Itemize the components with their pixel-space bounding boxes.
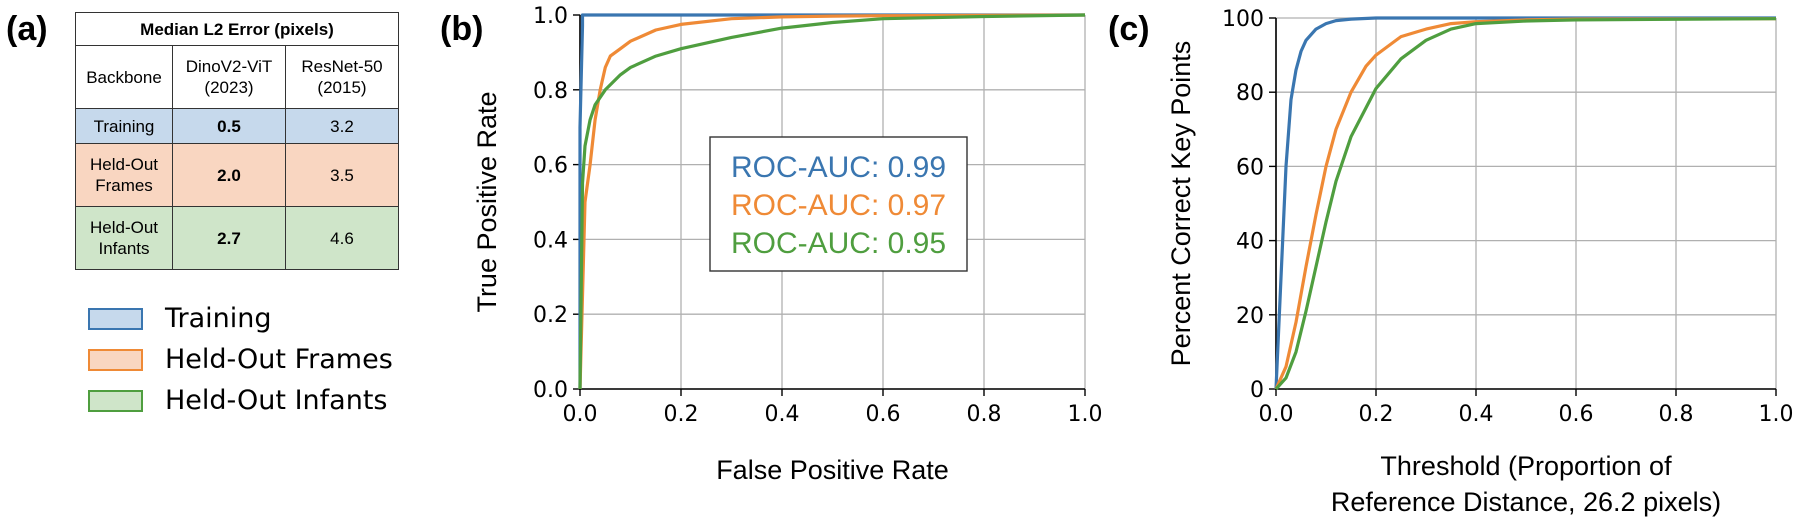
median-error-table: Median L2 Error (pixels) Backbone DinoV2…	[75, 12, 399, 270]
roc-y-tick-label: 0.6	[533, 154, 568, 179]
table-title: Median L2 Error (pixels)	[75, 12, 399, 46]
roc-x-tick-label: 0.0	[563, 402, 598, 427]
pck-x-axis-label: Reference Distance, 26.2 pixels)	[1331, 487, 1721, 517]
roc-series-line-2	[578, 13, 1086, 390]
auc-annotation-0: ROC-AUC: 0.99	[731, 151, 946, 184]
pck-x-tick-label: 0.4	[1459, 402, 1494, 427]
panel-label-a: (a)	[6, 10, 48, 48]
pck-y-tick-label: 20	[1236, 304, 1264, 329]
legend-swatch	[88, 307, 143, 330]
legend-label: Held-Out Infants	[165, 385, 388, 416]
header-backbone: Backbone	[75, 45, 173, 109]
legend-item-held-out-frames: Held-Out Frames	[88, 339, 393, 380]
roc-x-tick-label: 1.0	[1068, 402, 1103, 427]
pck-x-tick-label: 0.6	[1559, 402, 1594, 427]
roc-y-axis-label: True Positive Rate	[472, 91, 502, 312]
roc-x-tick-label: 0.4	[765, 402, 800, 427]
table-row-held-out-frames: Held-Out Frames 2.0 3.5	[75, 143, 399, 207]
pck-y-tick-label: 60	[1236, 155, 1264, 180]
legend-item-held-out-infants: Held-Out Infants	[88, 380, 393, 421]
pck-x-tick-label: 1.0	[1759, 402, 1794, 427]
table-row-training: Training 0.5 3.2	[75, 108, 399, 144]
roc-y-tick-label: 0.0	[533, 378, 568, 403]
roc-y-tick-label: 1.0	[533, 4, 568, 29]
legend-swatch	[88, 348, 143, 371]
pck-x-tick-label: 0.0	[1259, 402, 1294, 427]
pck-x-tick-label: 0.8	[1659, 402, 1694, 427]
pck-series-line-0	[1274, 16, 1776, 390]
auc-annotation-box	[709, 136, 968, 272]
roc-x-tick-label: 0.8	[967, 402, 1002, 427]
legend-label: Held-Out Frames	[165, 344, 393, 375]
auc-annotation-1: ROC-AUC: 0.97	[731, 189, 946, 222]
pck-y-axis-label: Percent Correct Key Points	[1166, 41, 1196, 367]
legend-swatch	[88, 389, 143, 412]
pck-y-tick-label: 100	[1222, 7, 1264, 32]
roc-y-tick-label: 0.4	[533, 228, 568, 253]
roc-x-axis-label: False Positive Rate	[716, 455, 949, 485]
auc-annotation-2: ROC-AUC: 0.95	[731, 227, 946, 260]
pck-x-axis-label: Threshold (Proportion of	[1380, 451, 1672, 481]
roc-series-line-1	[578, 13, 1086, 390]
dino-value: 0.5	[172, 108, 286, 144]
legend-label: Training	[165, 303, 272, 334]
dino-value: 2.7	[172, 206, 286, 270]
panel-label-c: (c)	[1108, 10, 1150, 48]
roc-y-tick-label: 0.8	[533, 79, 568, 104]
pck-y-tick-label: 40	[1236, 230, 1264, 255]
header-resnet: ResNet-50 (2015)	[285, 45, 399, 109]
pck-y-tick-label: 0	[1250, 378, 1264, 403]
panel-label-b: (b)	[440, 10, 484, 48]
pck-series-line-2	[1274, 17, 1777, 391]
pck-series-line-1	[1274, 17, 1777, 390]
dino-value: 2.0	[172, 143, 286, 207]
table-row-held-out-infants: Held-Out Infants 2.7 4.6	[75, 206, 399, 270]
roc-x-tick-label: 0.2	[664, 402, 699, 427]
pck-x-tick-label: 0.2	[1359, 402, 1394, 427]
roc-series-line-0	[578, 13, 1085, 389]
legend: Training Held-Out Frames Held-Out Infant…	[88, 298, 393, 421]
resnet-value: 3.5	[285, 143, 399, 207]
legend-item-training: Training	[88, 298, 393, 339]
roc-x-tick-label: 0.6	[866, 402, 901, 427]
row-label: Training	[75, 108, 173, 144]
resnet-value: 4.6	[285, 206, 399, 270]
roc-y-tick-label: 0.2	[533, 303, 568, 328]
pck-y-tick-label: 80	[1236, 81, 1264, 106]
